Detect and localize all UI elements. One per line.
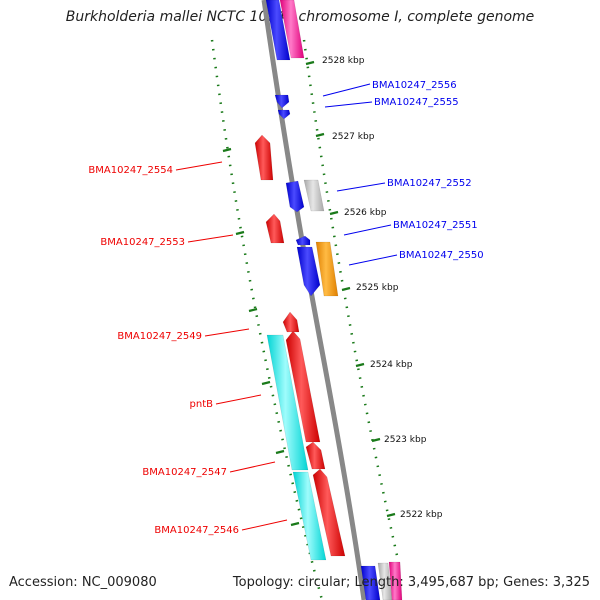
- gene-block-2549: [282, 311, 300, 333]
- gene-leader-line-7: [204, 328, 250, 337]
- inner-tick-ring: [210, 39, 324, 600]
- gene-label-2: BMA10247_2552: [387, 178, 472, 189]
- scale-label-0: 2528 kbp: [322, 56, 365, 66]
- gene-block-2554: [254, 134, 274, 181]
- scale-label-4: 2524 kbp: [370, 360, 413, 370]
- gene-block-pntb-cyan: [266, 334, 309, 471]
- inner-scale-tick-3: [261, 380, 271, 386]
- gene-leader-line-6: [187, 234, 234, 243]
- outer-tick-ring: [302, 39, 400, 561]
- gene-label-1: BMA10247_2555: [374, 97, 459, 108]
- gene-block-2551: [295, 235, 311, 246]
- gene-block-bottom-blue: [360, 565, 381, 600]
- gene-label-8: pntB: [190, 399, 214, 410]
- scale-tick-5: [371, 437, 381, 443]
- gene-block-2552-grey: [303, 179, 325, 212]
- backbone-line: [261, 0, 367, 600]
- inner-scale-tick-5: [290, 521, 300, 527]
- inner-scale-tick-4: [275, 449, 285, 455]
- gene-block-2552: [285, 180, 305, 213]
- gene-leader-line-2: [336, 182, 386, 192]
- accession-label: Accession: NC_009080: [9, 575, 157, 590]
- scale-tick-6: [386, 512, 396, 518]
- gene-leader-line-8: [215, 394, 262, 405]
- gene-block-2556: [274, 94, 290, 109]
- gene-leader-line-10: [241, 519, 288, 531]
- scale-tick-3: [341, 286, 351, 292]
- gene-block-pntb: [285, 330, 321, 443]
- scale-tick-2: [329, 210, 339, 216]
- gene-block-2546: [312, 468, 346, 557]
- scale-tick-4: [355, 362, 365, 368]
- scale-tick-0: [305, 60, 315, 66]
- scale-label-6: 2522 kbp: [400, 510, 443, 520]
- gene-label-0: BMA10247_2556: [372, 80, 457, 91]
- gene-block-2553: [265, 213, 285, 244]
- gene-leader-line-1: [324, 101, 373, 108]
- topology-label: Topology: circular; Length: 3,495,687 bp…: [232, 575, 590, 590]
- gene-block-2547: [305, 441, 326, 470]
- gene-label-4: BMA10247_2550: [399, 250, 484, 261]
- gene-block-2550-orange: [315, 241, 339, 297]
- inner-scale-tick-1: [235, 230, 245, 236]
- gene-block-top-blue: [265, 0, 291, 61]
- gene-label-7: BMA10247_2549: [117, 331, 202, 342]
- scale-label-5: 2523 kbp: [384, 435, 427, 445]
- gene-block-top-pink: [279, 0, 305, 59]
- gene-label-5: BMA10247_2554: [88, 165, 173, 176]
- gene-leader-line-9: [229, 461, 276, 473]
- map-title: Burkholderia mallei NCTC 10247 chromosom…: [65, 9, 535, 25]
- gene-label-3: BMA10247_2551: [393, 220, 478, 231]
- gene-leader-line-5: [175, 161, 223, 171]
- gene-leader-line-0: [322, 83, 371, 97]
- gene-block-2546-cyan: [292, 471, 327, 561]
- inner-scale-tick-2: [248, 307, 258, 313]
- gene-leader-line-4: [348, 254, 398, 266]
- gene-label-6: BMA10247_2553: [100, 237, 185, 248]
- scale-label-3: 2525 kbp: [356, 283, 399, 293]
- inner-scale-tick-0: [222, 147, 232, 153]
- gene-label-10: BMA10247_2546: [154, 525, 239, 536]
- gene-block-2555: [277, 109, 291, 120]
- gene-block-bottom-grey: [377, 562, 393, 600]
- gene-block-2550: [296, 246, 321, 297]
- gene-leader-line-3: [343, 224, 392, 236]
- gene-label-9: BMA10247_2547: [142, 467, 227, 478]
- scale-tick-1: [315, 132, 325, 138]
- scale-label-1: 2527 kbp: [332, 132, 375, 142]
- gene-block-bottom-pink: [388, 561, 403, 600]
- scale-label-2: 2526 kbp: [344, 208, 387, 218]
